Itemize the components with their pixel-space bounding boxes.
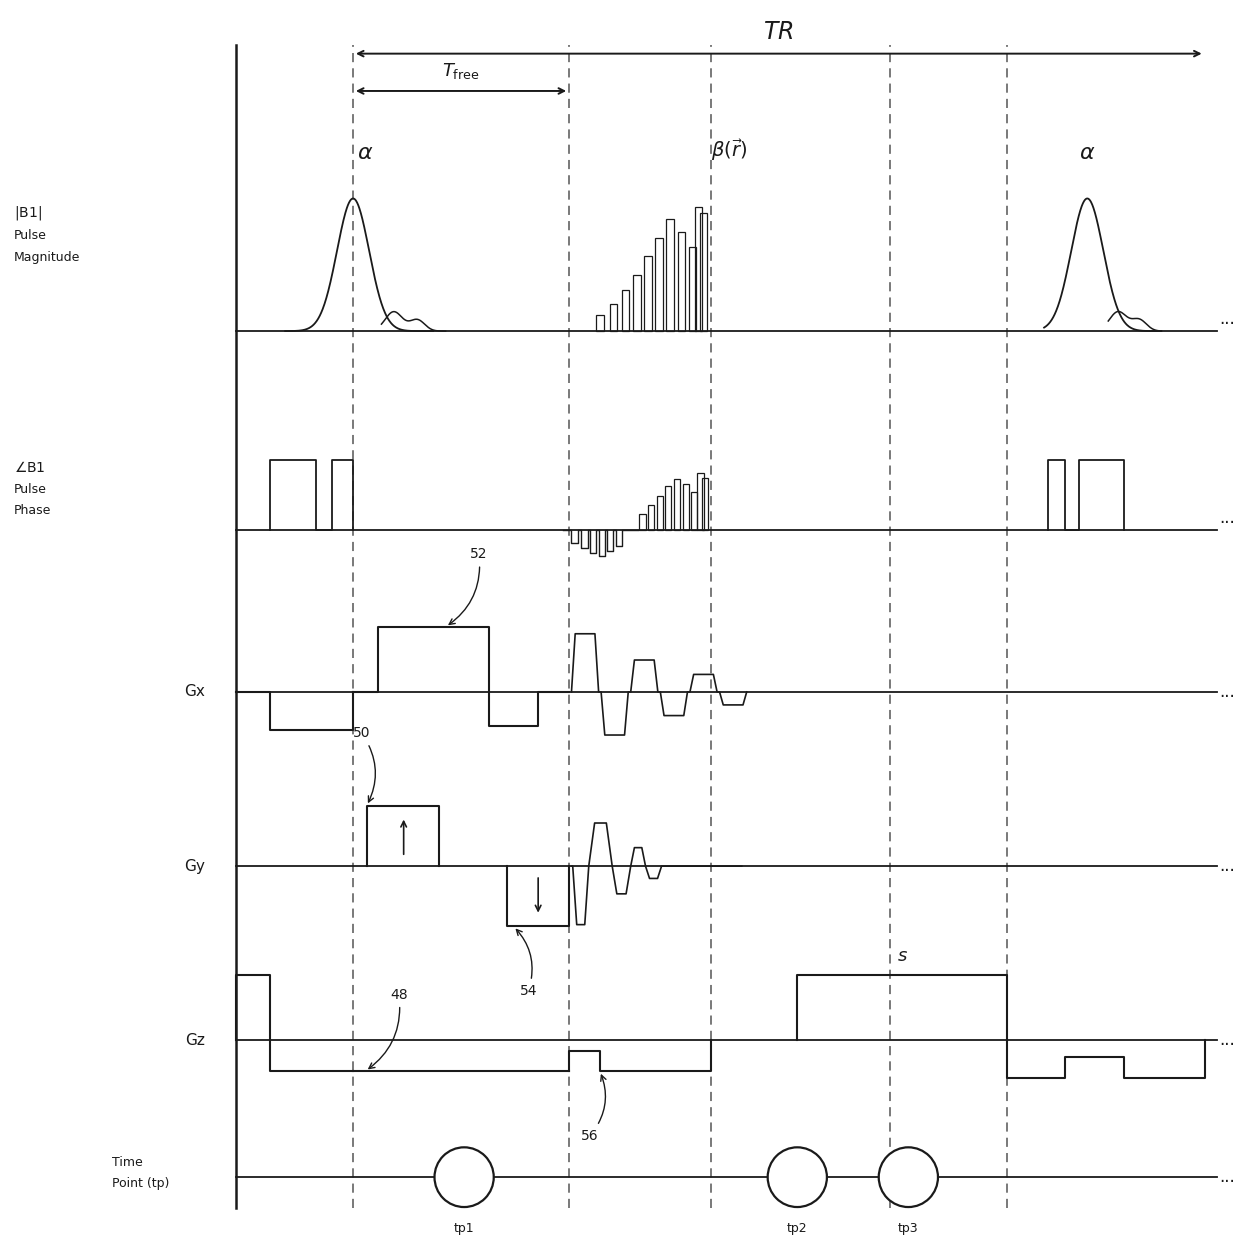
Text: $\alpha$: $\alpha$ bbox=[1079, 143, 1095, 163]
Bar bbox=[691, 493, 697, 530]
Circle shape bbox=[434, 1147, 494, 1207]
Text: ...: ... bbox=[1219, 683, 1235, 701]
Circle shape bbox=[768, 1147, 827, 1207]
Text: 54: 54 bbox=[516, 929, 537, 998]
Bar bbox=[622, 291, 630, 332]
Text: Pulse: Pulse bbox=[14, 228, 47, 242]
Text: $\angle$B1: $\angle$B1 bbox=[14, 460, 46, 475]
Text: Magnitude: Magnitude bbox=[14, 251, 81, 264]
Bar bbox=[702, 478, 708, 530]
Bar bbox=[634, 276, 641, 332]
Text: ...: ... bbox=[1219, 509, 1235, 526]
Text: $T_\mathrm{free}$: $T_\mathrm{free}$ bbox=[443, 61, 480, 81]
Text: Pulse: Pulse bbox=[14, 483, 47, 495]
Text: tp1: tp1 bbox=[454, 1222, 475, 1235]
Bar bbox=[694, 207, 702, 332]
Bar bbox=[682, 484, 688, 530]
Bar bbox=[699, 213, 707, 332]
Bar bbox=[666, 219, 673, 332]
Bar bbox=[640, 514, 646, 530]
Text: Phase: Phase bbox=[14, 504, 51, 516]
Bar bbox=[610, 304, 618, 332]
Bar bbox=[677, 232, 684, 332]
Bar bbox=[649, 505, 655, 530]
Text: tp3: tp3 bbox=[898, 1222, 919, 1235]
Text: ...: ... bbox=[1219, 1031, 1235, 1049]
Bar bbox=[645, 257, 652, 332]
Bar bbox=[596, 315, 604, 332]
Text: $|$B1$|$: $|$B1$|$ bbox=[14, 205, 42, 222]
Bar bbox=[666, 486, 671, 530]
Bar bbox=[656, 238, 663, 332]
Text: $s$: $s$ bbox=[897, 948, 908, 965]
Text: ...: ... bbox=[1219, 309, 1235, 328]
Text: 50: 50 bbox=[353, 727, 376, 802]
Circle shape bbox=[879, 1147, 937, 1207]
Text: 52: 52 bbox=[449, 547, 487, 625]
Bar bbox=[657, 496, 663, 530]
Bar bbox=[688, 247, 696, 332]
Text: Gy: Gy bbox=[184, 859, 205, 874]
Text: 48: 48 bbox=[368, 988, 408, 1069]
Text: Time: Time bbox=[113, 1156, 143, 1168]
Text: 56: 56 bbox=[582, 1075, 606, 1142]
Bar bbox=[673, 479, 680, 530]
Text: ...: ... bbox=[1219, 1168, 1235, 1186]
Text: $\beta(\vec{r})$: $\beta(\vec{r})$ bbox=[712, 138, 748, 163]
Text: Gz: Gz bbox=[185, 1033, 205, 1047]
Text: ...: ... bbox=[1219, 857, 1235, 875]
Text: Gx: Gx bbox=[184, 685, 205, 700]
Text: $TR$: $TR$ bbox=[764, 20, 794, 44]
Text: Point (tp): Point (tp) bbox=[113, 1177, 170, 1190]
Text: $\alpha$: $\alpha$ bbox=[357, 143, 373, 163]
Text: tp2: tp2 bbox=[787, 1222, 807, 1235]
Bar bbox=[697, 473, 703, 530]
